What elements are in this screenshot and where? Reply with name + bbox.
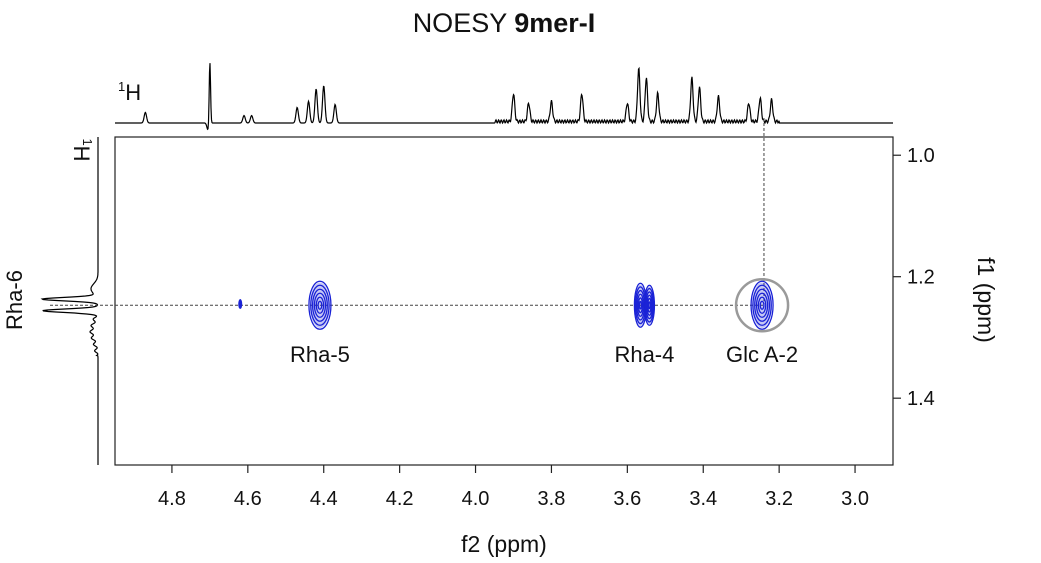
top-projection-label-main: H (125, 80, 141, 105)
y-axis: 1.0 1.2 1.4 f1 (ppm) (893, 145, 999, 410)
cross-peak-glc-a-2-fill (752, 282, 772, 329)
cross-peak-rha-5-contour (311, 288, 328, 322)
x-tick-label: 4.4 (310, 488, 338, 510)
top-projection-label: 1H (118, 79, 141, 105)
cross-peak-rha-4-b-contour (647, 301, 651, 310)
cross-peaks (238, 278, 790, 333)
cross-peak-glc-a-2-contour (757, 296, 767, 314)
y-tick-label: 1.0 (907, 145, 935, 167)
text-labels: Rha-5 Rha-4 Glc A-2 (290, 342, 798, 367)
y-axis-label: f1 (ppm) (973, 257, 999, 343)
cross-peak-small (238, 299, 243, 310)
cross-peak-glc-a-2-contour (755, 292, 769, 318)
chart-title-bold: 9mer-I (514, 8, 596, 38)
cross-peak-rha-4-a-contour (636, 293, 645, 317)
top-projection-label-sup: 1 (118, 79, 125, 94)
cross-peak-rha-5-contour (317, 300, 323, 310)
x-tick-label: 4.0 (462, 488, 490, 510)
cross-peak-rha-4-a-fill (635, 284, 646, 327)
peak-label-glc-a-2: Glc A-2 (726, 342, 798, 367)
chart-title-prefix: NOESY (412, 8, 507, 38)
cross-peak-rha-5-contour (310, 284, 330, 326)
x-tick-label: 3.8 (538, 488, 566, 510)
cross-peak-rha-5-contour (313, 292, 327, 318)
cross-peak-rha-4-b (643, 284, 656, 326)
cross-peak-rha-5 (308, 280, 332, 330)
cross-peak-rha-4-b-fill (644, 286, 654, 325)
cross-peak-glc-a-2-contour (754, 288, 771, 322)
left-projection: 1H Rha-6 (2, 137, 99, 465)
cross-peak-glc-a-2-contour (750, 280, 774, 330)
peak-label-rha-5: Rha-5 (290, 342, 350, 367)
y-tick-label: 1.2 (907, 267, 935, 289)
cross-peak-rha-5-contour (308, 280, 332, 330)
x-tick-label: 4.8 (158, 488, 186, 510)
cross-peak-rha-4-b-contour (646, 294, 653, 316)
x-tick-label: 3.2 (765, 488, 793, 510)
x-tick-label: 4.2 (386, 488, 414, 510)
y-tick-label: 1.4 (907, 388, 935, 410)
cross-peak-rha-4-b-contour (645, 291, 654, 320)
x-tick-label: 3.0 (841, 488, 869, 510)
left-projection-trace (40, 137, 99, 465)
x-tick-label: 3.4 (689, 488, 717, 510)
left-projection-label-sup: 1 (80, 138, 95, 145)
peak-label-rha-4: Rha-4 (614, 342, 674, 367)
cross-peak-glc-a-2-contour (752, 284, 772, 326)
left-projection-label-main: H (69, 146, 94, 162)
cross-peak-glc-a-2 (750, 280, 774, 330)
top-projection: 1H (115, 63, 893, 131)
left-peak-label: Rha-6 (2, 270, 27, 330)
cross-peak-glc-a-2-contour (759, 300, 765, 310)
guide-lines (50, 118, 765, 306)
cross-peak-rha-4-b-contour (643, 284, 656, 326)
x-axis-label: f2 (ppm) (461, 531, 547, 557)
cross-peak-glc-a-2-circle (734, 278, 790, 333)
cross-peak-rha-5-contour (315, 296, 325, 314)
cross-peak-rha-4-a-contour (638, 300, 643, 310)
x-tick-label: 4.6 (234, 488, 262, 510)
cross-peak-rha-4-b-contour (647, 297, 652, 313)
plot-frame (114, 136, 894, 466)
cross-peak-rha-4-b-contour (644, 287, 655, 323)
cross-peak-rha-5-fill (310, 282, 330, 329)
x-axis: 4.8 4.6 4.4 4.2 4.0 3.8 3.6 3.4 3.2 3.0 f2 (ppm) (158, 465, 869, 557)
top-projection-trace (115, 63, 893, 131)
cross-peak-rha-4-a-contour (637, 297, 644, 314)
chart-title: NOESY 9mer-I (0, 8, 1008, 39)
x-tick-label: 3.6 (613, 488, 641, 510)
left-projection-label: 1H (69, 138, 95, 161)
